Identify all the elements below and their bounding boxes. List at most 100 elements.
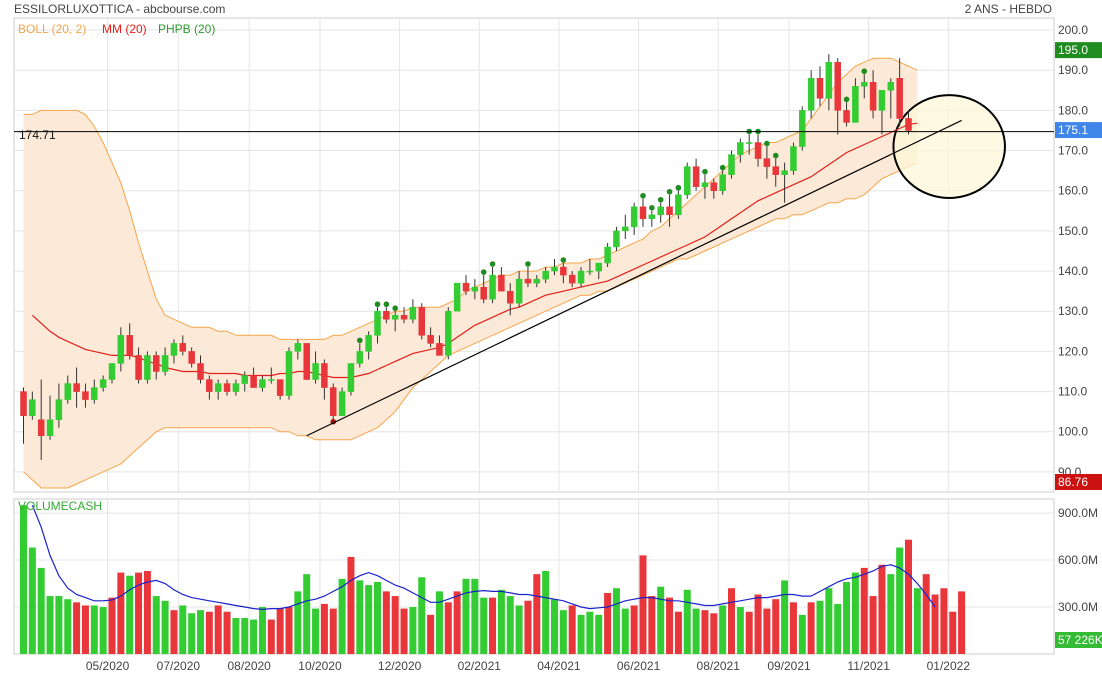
- candle-body: [692, 166, 700, 187]
- volume-bar: [860, 567, 868, 654]
- volume-bar: [905, 539, 912, 654]
- candle-body: [701, 182, 709, 187]
- volume-bar: [214, 605, 222, 654]
- candle-body: [852, 86, 859, 123]
- candle-body: [586, 270, 594, 273]
- volume-bar: [931, 594, 939, 654]
- volume-bar: [365, 585, 373, 654]
- candle-body: [577, 270, 585, 284]
- volume-bar: [542, 571, 550, 654]
- bollinger-lower-line: [23, 162, 918, 489]
- candle-body: [524, 278, 532, 284]
- phpb-green-marker: [861, 68, 868, 75]
- volume-bar: [276, 608, 284, 654]
- candle-body: [383, 310, 390, 320]
- volume-bar: [382, 591, 390, 654]
- volume-bar: [108, 597, 116, 654]
- volume-bar: [453, 591, 461, 654]
- candle-body: [197, 363, 204, 380]
- volume-bar: [205, 611, 213, 654]
- candle-body: [737, 142, 744, 155]
- volume-bar: [480, 597, 488, 654]
- candle-body: [400, 315, 408, 320]
- volume-title: VOLUMECASH: [18, 499, 102, 513]
- volume-bar: [135, 572, 143, 654]
- candle-body: [622, 226, 629, 232]
- price-tick-label: 100.0: [1058, 425, 1088, 439]
- candle-body: [710, 182, 718, 191]
- volume-bar: [763, 608, 771, 654]
- price-tick-label: 200.0: [1058, 23, 1088, 37]
- candle-body: [303, 343, 310, 380]
- max-price-badge: 195.0: [1058, 43, 1088, 57]
- volume-bar: [666, 597, 674, 654]
- volume-bar: [701, 610, 709, 654]
- volume-bar: [471, 578, 479, 654]
- volume-bar: [772, 599, 780, 654]
- volume-bar: [621, 608, 629, 654]
- min-price-badge: 86.76: [1058, 475, 1088, 489]
- candle-body: [604, 246, 611, 264]
- candle-body: [418, 306, 425, 336]
- volume-bar: [648, 596, 656, 654]
- x-tick-label: 04/2021: [537, 659, 581, 673]
- chart-title: ESSILORLUXOTTICA - abcbourse.com: [14, 2, 225, 16]
- phpb-green-marker: [525, 261, 531, 267]
- phpb-green-marker: [560, 257, 567, 263]
- candle-body: [834, 61, 841, 111]
- volume-bar: [754, 594, 762, 654]
- volume-bar: [604, 592, 612, 654]
- volume-bar: [462, 578, 470, 654]
- highlight-ellipse: [892, 94, 1006, 199]
- volume-bar: [435, 591, 443, 654]
- volume-bar: [73, 602, 81, 654]
- candle-body: [568, 274, 576, 284]
- volume-bar: [595, 614, 603, 654]
- candle-body: [188, 351, 195, 364]
- phpb-green-marker: [843, 96, 850, 103]
- price-tick-label: 180.0: [1058, 103, 1088, 117]
- candle-body: [427, 335, 434, 344]
- volume-bar: [81, 605, 89, 654]
- volume-bar: [674, 611, 682, 654]
- volume-bar: [329, 608, 337, 654]
- price-tick-label: 120.0: [1058, 344, 1088, 358]
- volume-bar: [409, 607, 417, 654]
- volume-bar: [347, 556, 355, 654]
- volume-bar: [639, 555, 647, 654]
- candle-body: [887, 82, 895, 91]
- volume-tick-label: 600.0M: [1058, 553, 1098, 567]
- min-price-badge-bg: [1055, 474, 1102, 490]
- price-tick-label: 110.0: [1058, 385, 1087, 399]
- candle-body: [347, 363, 355, 392]
- volume-bar: [940, 588, 948, 654]
- phpb-green-marker: [357, 337, 363, 344]
- candle-body: [259, 379, 266, 388]
- candle-body: [365, 335, 372, 352]
- candle-body: [480, 286, 487, 300]
- volume-bar: [303, 574, 311, 654]
- volume-bar: [338, 578, 346, 654]
- volume-bar: [551, 599, 558, 654]
- x-tick-label: 02/2021: [458, 659, 502, 673]
- volume-bar: [789, 602, 797, 654]
- candle-body: [489, 274, 496, 300]
- candle-body: [905, 118, 912, 131]
- last-price-badge: 175.1: [1058, 123, 1088, 137]
- candle-body: [294, 343, 302, 352]
- volume-bar: [798, 614, 806, 654]
- volume-bar: [232, 617, 240, 654]
- volume-bar: [949, 611, 957, 654]
- volume-bar: [20, 505, 27, 654]
- candle-body: [684, 166, 691, 195]
- volume-average-line: [31, 505, 936, 611]
- volume-bar: [913, 588, 921, 654]
- candle-body: [807, 78, 815, 111]
- phpb-green-marker: [480, 269, 487, 275]
- phpb-green-marker: [772, 152, 779, 159]
- x-tick-label: 11/2021: [847, 659, 890, 673]
- volume-bar: [807, 602, 815, 654]
- volume-bar: [515, 605, 523, 654]
- x-tick-label: 08/2021: [697, 659, 741, 673]
- volume-bar: [851, 572, 859, 654]
